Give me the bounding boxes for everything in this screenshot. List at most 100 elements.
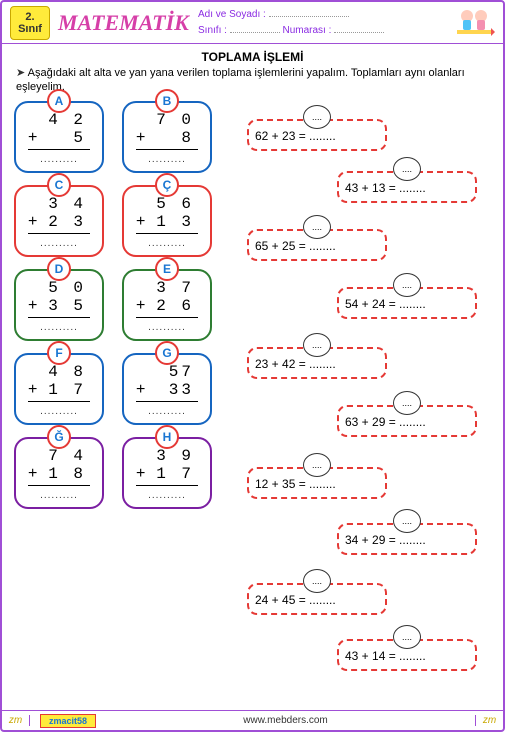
plus-sign: + [132, 297, 145, 315]
addend-top: 7 0 [132, 111, 202, 129]
box-letter: G [155, 341, 179, 365]
answer-blank[interactable]: .......... [24, 406, 94, 417]
sum-line [136, 149, 198, 150]
box-letter: C [47, 173, 71, 197]
equation-text: 24 + 45 = ........ [255, 593, 336, 607]
match-circle[interactable]: .... [393, 273, 421, 297]
addend-bottom: 1 7 [37, 381, 94, 399]
addition-box: A4 2+5.......... [14, 101, 104, 173]
match-circle[interactable]: .... [393, 509, 421, 533]
equation-text: 34 + 29 = ........ [345, 533, 426, 547]
plus-sign: + [24, 465, 37, 483]
box-letter: E [155, 257, 179, 281]
plus-sign: + [132, 465, 145, 483]
addition-box: B7 0+8.......... [122, 101, 212, 173]
addend-top: 3 9 [132, 447, 202, 465]
footer-url: www.mebders.com [96, 715, 475, 726]
match-circle[interactable]: .... [303, 453, 331, 477]
answer-blank[interactable]: .......... [24, 238, 94, 249]
subject-title: MATEMATİK [58, 10, 198, 36]
box-letter: H [155, 425, 179, 449]
answer-blank[interactable]: .......... [24, 322, 94, 333]
plus-sign: + [132, 381, 145, 399]
addition-box: Ğ7 4+1 8.......... [14, 437, 104, 509]
number-blank[interactable] [334, 32, 384, 33]
addend-bottom: 3 5 [37, 297, 94, 315]
box-letter: B [155, 89, 179, 113]
match-circle[interactable]: .... [393, 157, 421, 181]
sum-line [28, 401, 90, 402]
equation-text: 12 + 35 = ........ [255, 477, 336, 491]
sum-line [136, 401, 198, 402]
addend-top: 57 [132, 363, 202, 381]
sum-line [28, 233, 90, 234]
worksheet-body: A4 2+5..........B7 0+8..........C3 4+2 3… [2, 101, 503, 737]
equation-text: 43 + 14 = ........ [345, 649, 426, 663]
answer-blank[interactable]: .......... [132, 490, 202, 501]
equation-text: 23 + 42 = ........ [255, 357, 336, 371]
equation-box: ....65 + 25 = ........ [247, 229, 387, 261]
box-letter: A [47, 89, 71, 113]
answer-blank[interactable]: .......... [132, 322, 202, 333]
addend-top: 4 2 [24, 111, 94, 129]
equation-text: 54 + 24 = ........ [345, 297, 426, 311]
answer-blank[interactable]: .......... [132, 238, 202, 249]
match-circle[interactable]: .... [303, 333, 331, 357]
name-blank[interactable] [269, 16, 349, 17]
section-title: TOPLAMA İŞLEMİ [2, 50, 503, 64]
footer-logo-right: zm [475, 715, 503, 726]
worksheet-header: 2. Sınıf MATEMATİK Adı ve Soyadı : Sınıf… [2, 2, 503, 44]
addend-bottom: 33 [145, 381, 202, 399]
box-letter: Ğ [47, 425, 71, 449]
addend-top: 7 4 [24, 447, 94, 465]
grade-badge: 2. Sınıf [10, 6, 50, 40]
equation-box: ....62 + 23 = ........ [247, 119, 387, 151]
box-letter: F [47, 341, 71, 365]
addend-bottom: 1 3 [145, 213, 202, 231]
box-letter: Ç [155, 173, 179, 197]
kids-icon [455, 6, 495, 40]
match-circle[interactable]: .... [303, 215, 331, 239]
box-letter: D [47, 257, 71, 281]
equation-box: ....43 + 13 = ........ [337, 171, 477, 203]
equation-text: 63 + 29 = ........ [345, 415, 426, 429]
answer-blank[interactable]: .......... [132, 406, 202, 417]
equation-box: ....34 + 29 = ........ [337, 523, 477, 555]
answer-blank[interactable]: .......... [132, 154, 202, 165]
addend-bottom: 2 6 [145, 297, 202, 315]
class-label: Sınıfı : [198, 25, 227, 36]
plus-sign: + [24, 297, 37, 315]
equation-box: ....43 + 14 = ........ [337, 639, 477, 671]
addition-box: G57+33.......... [122, 353, 212, 425]
match-circle[interactable]: .... [393, 625, 421, 649]
footer-code: zmacit58 [40, 714, 96, 728]
match-circle[interactable]: .... [303, 569, 331, 593]
plus-sign: + [132, 213, 145, 231]
addition-box: D5 0+3 5.......... [14, 269, 104, 341]
addition-box: Ç5 6+1 3.......... [122, 185, 212, 257]
addend-bottom: 1 8 [37, 465, 94, 483]
equation-text: 65 + 25 = ........ [255, 239, 336, 253]
equation-box: ....54 + 24 = ........ [337, 287, 477, 319]
equation-text: 62 + 23 = ........ [255, 129, 336, 143]
equation-box: ....24 + 45 = ........ [247, 583, 387, 615]
sum-line [28, 317, 90, 318]
name-label: Adı ve Soyadı : [198, 9, 266, 20]
addend-top: 5 0 [24, 279, 94, 297]
student-info: Adı ve Soyadı : Sınıfı : Numarası : [198, 7, 455, 39]
match-circle[interactable]: .... [303, 105, 331, 129]
vertical-problems-column: A4 2+5..........B7 0+8..........C3 4+2 3… [14, 101, 234, 521]
footer: zm zmacit58 www.mebders.com zm [2, 710, 503, 730]
addition-box: C3 4+2 3.......... [14, 185, 104, 257]
sum-line [136, 485, 198, 486]
grade-word: Sınıf [18, 23, 42, 35]
instruction-text: Aşağıdaki alt alta ve yan yana verilen t… [2, 66, 503, 101]
equation-text: 43 + 13 = ........ [345, 181, 426, 195]
equation-box: ....12 + 35 = ........ [247, 467, 387, 499]
match-circle[interactable]: .... [393, 391, 421, 415]
answer-blank[interactable]: .......... [24, 154, 94, 165]
class-blank[interactable] [230, 32, 280, 33]
addend-top: 3 7 [132, 279, 202, 297]
answer-blank[interactable]: .......... [24, 490, 94, 501]
addend-bottom: 8 [145, 129, 202, 147]
